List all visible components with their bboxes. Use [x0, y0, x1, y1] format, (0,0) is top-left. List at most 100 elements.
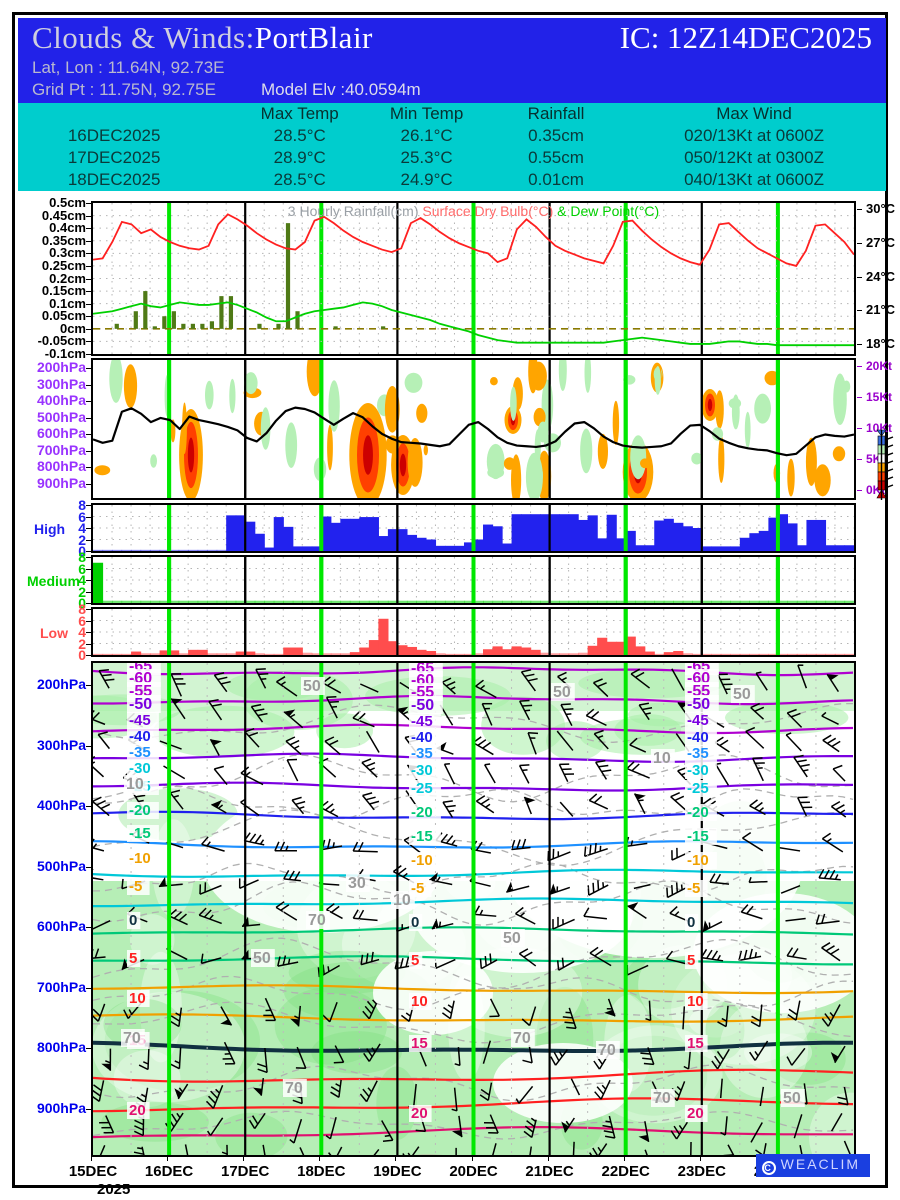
high-cloud-plot	[93, 505, 854, 551]
cell-max-temp: 28.5°C	[273, 170, 326, 189]
x-axis-tick-label: 22DEC	[601, 1163, 650, 1180]
svg-text:10: 10	[411, 993, 428, 1010]
windspeed-tick: 10Kt	[866, 421, 893, 435]
weaclim-credit-badge: C WEACLIM	[755, 1154, 870, 1177]
axis-tick-mark	[857, 397, 862, 398]
windspeed-tick: 20Kt	[866, 359, 893, 373]
svg-text:-45: -45	[687, 712, 709, 729]
cell-date: 16DEC2025	[67, 126, 161, 145]
axis-tick-mark	[395, 1156, 397, 1161]
svg-text:50: 50	[733, 686, 751, 703]
panel-title-part-2: & Dew Point(°C)	[557, 203, 660, 219]
axis-tick-mark	[86, 354, 91, 355]
axis-tick-mark	[86, 987, 91, 989]
vv-pressure-tick: 900hPa	[36, 475, 86, 491]
vv-pressure-tick: 300hPa	[36, 375, 86, 392]
axis-tick-mark	[243, 1156, 245, 1161]
svg-text:-35: -35	[687, 745, 709, 762]
temp-axis-tick: 24°C	[866, 268, 896, 284]
svg-text:50: 50	[303, 678, 321, 695]
svg-text:-50: -50	[687, 696, 710, 713]
axis-tick-mark	[86, 303, 91, 305]
daily-summary-table: Max Temp Min Temp Rainfall Max Wind 16DE…	[18, 103, 886, 191]
axis-tick-mark	[86, 328, 91, 330]
svg-text:-10: -10	[687, 852, 709, 869]
axis-tick-mark	[86, 228, 91, 230]
axis-tick-mark	[167, 1156, 169, 1161]
svg-text:20: 20	[687, 1105, 704, 1122]
rainfall-temperature-plot	[93, 203, 854, 354]
medium-cloud-tick: 8	[78, 549, 86, 565]
x-axis-tick-label: 19DEC	[373, 1163, 422, 1180]
axis-tick-mark	[699, 1156, 701, 1161]
axis-tick-mark	[86, 557, 91, 558]
cell-max-temp: 28.9°C	[273, 148, 326, 167]
title-prefix: Clouds & Winds:	[32, 20, 255, 55]
axis-tick-mark	[86, 591, 91, 593]
axis-tick-mark	[86, 417, 91, 419]
svg-text:30: 30	[348, 875, 366, 892]
cell-rainfall: 0.35cm	[528, 126, 584, 145]
x-axis-tick-label: 21DEC	[525, 1163, 574, 1180]
axis-tick-mark	[857, 428, 862, 429]
windspeed-colorkey-barb	[876, 429, 894, 500]
axis-tick-mark	[86, 516, 91, 518]
svg-text:-15: -15	[129, 825, 151, 842]
axis-tick-mark	[86, 384, 91, 386]
axis-tick-mark	[86, 253, 91, 255]
low-cloud-tick: 4	[78, 624, 86, 640]
svg-text:-5: -5	[129, 878, 142, 895]
axis-tick-mark	[86, 551, 91, 552]
high-cloud-label: High	[34, 521, 66, 537]
axis-tick-mark	[319, 1156, 321, 1161]
axis-tick-mark	[623, 1156, 625, 1161]
table-row: 17DEC2025 28.9°C 25.3°C 0.55cm 050/12Kt …	[18, 147, 886, 169]
axis-tick-mark	[86, 643, 91, 645]
cell-rainfall: 0.01cm	[528, 170, 584, 189]
axis-tick-mark	[91, 1156, 92, 1161]
rain-axis-tick: 0.1cm	[49, 295, 86, 311]
daily-summary-table-wrap: Max Temp Min Temp Rainfall Max Wind 16DE…	[18, 103, 886, 191]
axis-tick-mark	[86, 484, 91, 485]
panel-rainfall-title: 3 Hourly Rainfall(cm) Surface Dry Bulb(°…	[91, 203, 856, 219]
axis-tick-mark	[86, 866, 91, 868]
axis-tick-mark	[86, 291, 91, 293]
axis-tick-mark	[857, 310, 862, 312]
header-banner: Clouds & Winds:PortBlair IC: 12Z14DEC202…	[18, 18, 886, 103]
temp-axis-tick: 30°C	[866, 201, 896, 216]
svg-text:-25: -25	[687, 780, 709, 797]
axis-tick-mark	[86, 467, 91, 469]
medium-cloud-tick: 2	[78, 583, 86, 600]
cell-max-wind: 020/13Kt at 0600Z	[684, 126, 824, 145]
axis-tick-mark	[86, 505, 91, 506]
medium-cloud-tick: 4	[78, 572, 86, 588]
rain-axis-tick: 0.2cm	[49, 270, 86, 286]
x-axis-tick-label: 23DEC	[677, 1163, 726, 1180]
svg-text:5: 5	[411, 952, 419, 969]
panel-low-cloud	[91, 607, 856, 657]
vv-pressure-tick: 200hPa	[36, 359, 86, 375]
x-axis-tick-label: 15DEC	[68, 1163, 118, 1180]
low-cloud-tick: 8	[78, 601, 86, 617]
vertical-velocity-plot	[93, 360, 854, 498]
axis-tick-mark	[86, 1109, 91, 1110]
axis-tick-mark	[86, 620, 91, 622]
svg-text:-50: -50	[411, 697, 434, 714]
axis-tick-mark	[857, 459, 862, 460]
svg-text:50: 50	[253, 950, 271, 967]
panel-high-cloud	[91, 503, 856, 553]
col-header-rainfall: Rainfall	[527, 104, 585, 123]
temp-axis-tick: 18°C	[866, 336, 896, 351]
panel-medium-cloud	[91, 555, 856, 605]
svg-text:0: 0	[411, 914, 419, 931]
svg-text:50: 50	[553, 684, 571, 701]
svg-text:-5: -5	[687, 880, 700, 897]
weaclim-label: WEACLIM	[780, 1156, 860, 1172]
upper-air-pressure-tick: 400hPa	[36, 797, 86, 814]
axis-tick-mark	[86, 927, 91, 929]
cell-min-temp: 24.9°C	[400, 170, 453, 189]
svg-text:-45: -45	[129, 712, 151, 729]
cell-max-temp: 28.5°C	[273, 126, 326, 145]
temp-axis-tick: 21°C	[866, 302, 896, 318]
rain-axis-tick: 0.35cm	[41, 232, 86, 248]
